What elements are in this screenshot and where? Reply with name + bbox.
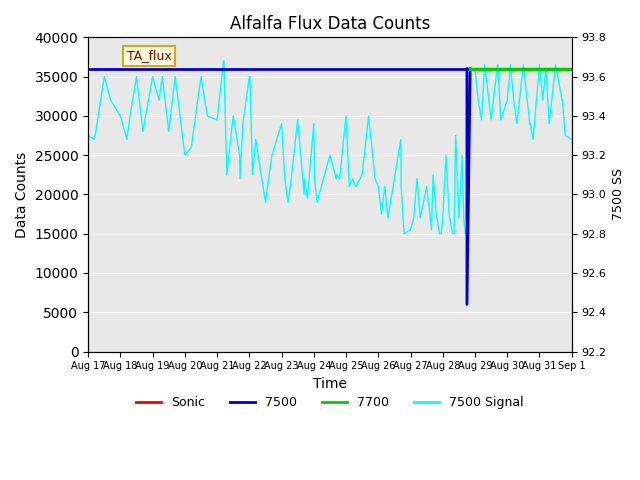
Y-axis label: Data Counts: Data Counts xyxy=(15,151,29,238)
Title: Alfalfa Flux Data Counts: Alfalfa Flux Data Counts xyxy=(230,15,430,33)
Legend: Sonic, 7500, 7700, 7500 Signal: Sonic, 7500, 7700, 7500 Signal xyxy=(131,391,529,414)
Y-axis label: 7500 SS: 7500 SS xyxy=(612,168,625,220)
X-axis label: Time: Time xyxy=(313,377,347,391)
Text: TA_flux: TA_flux xyxy=(127,49,172,62)
